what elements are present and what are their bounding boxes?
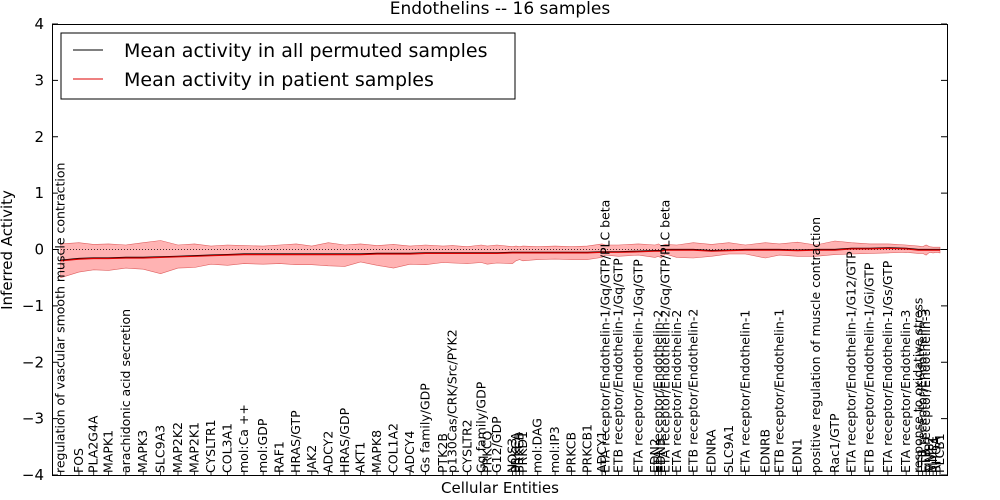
x-tick-label: PRKCB <box>564 432 579 473</box>
x-tick-label: MMP1 <box>925 436 940 473</box>
x-tick-label: ETA receptor/Endothelin-1/Gq/GTP <box>631 259 646 473</box>
x-tick-label: PRKCB1 <box>579 424 594 473</box>
x-tick-label: SLC9A1 <box>721 425 736 473</box>
series-line-patient <box>60 247 940 262</box>
x-tick-label: FOS <box>71 448 86 473</box>
x-tick-label: CYSLTR2 <box>459 419 474 473</box>
x-tick-label: arachidonic acid secretion <box>118 309 133 473</box>
x-tick-label: ETB receptor/Endothelin-3 <box>918 309 933 473</box>
x-tick-label: ETB receptor/Endothelin-2 <box>685 309 700 473</box>
x-tick-label: PRKD1 <box>515 431 530 473</box>
x-tick-label: RAF1 <box>272 441 287 473</box>
x-tick-label: response to oxidative stress <box>910 298 925 473</box>
x-axis-label: Cellular Entities <box>441 479 559 497</box>
x-tick-label: Gq family/GDP <box>473 381 488 473</box>
x-tick-label: MAPK8 <box>369 430 384 473</box>
x-tick-label: regulation of vascular smooth muscle con… <box>53 163 68 473</box>
y-tick-label: −1 <box>22 297 44 315</box>
x-tick-label: MAPK3 <box>135 430 150 473</box>
y-tick-label: 3 <box>34 71 44 89</box>
x-tick-label: ETA receptor/Endothelin-1/Gs/GTP <box>880 260 895 473</box>
x-tick-label: ETA receptor/Endothelin-1/Gq/GTP/PLC bet… <box>598 200 613 473</box>
x-tick-label: mol:IP3 <box>547 426 562 473</box>
x-tick-label: COL3A1 <box>220 423 235 473</box>
y-tick-label: 1 <box>34 184 44 202</box>
x-tick-label: PLA2G4A <box>86 415 101 473</box>
x-tick-label: ETB receptor/Endothelin-1 <box>771 309 786 473</box>
x-tick-label: MAPK1 <box>101 430 116 473</box>
y-tick-label: −4 <box>22 466 44 484</box>
y-tick-label: 0 <box>34 241 44 259</box>
x-tick-label: NOS3 <box>505 438 520 473</box>
x-tick-label: EDNRB <box>757 429 772 473</box>
x-tick-labels: regulation of vascular smooth muscle con… <box>53 163 947 475</box>
legend: Mean activity in all permuted samples Me… <box>60 32 516 100</box>
x-tick-label: PLCB1 <box>932 433 947 473</box>
x-tick-label: HRAS/GDP <box>337 407 352 473</box>
x-tick-label: Gs family/GDP <box>418 383 433 473</box>
x-tick-label: EDNRA <box>704 429 719 473</box>
x-tick-label: ADCY4 <box>402 431 417 473</box>
x-tick-label: MMP2 <box>922 436 937 473</box>
legend-label-patient: Mean activity in patient samples <box>124 69 434 91</box>
x-tick-label: COL1A2 <box>386 423 401 473</box>
y-tick-label: 2 <box>34 128 44 146</box>
x-tick-label: ETA receptor/Endothelin-1 <box>737 310 752 473</box>
x-tick-label: ETA receptor/Endothelin-2 <box>669 310 684 473</box>
x-tick-label: ADCY1 <box>594 431 609 473</box>
x-tick-label: Rac1/GTP <box>827 413 842 473</box>
x-tick-label: CYSLTR1 <box>203 419 218 473</box>
x-tick-label: ETA receptor/Endothelin-3 <box>898 310 913 473</box>
x-tick-label: PRKCB <box>512 432 527 473</box>
x-tick-label: positive regulation of muscle contractio… <box>808 217 823 473</box>
chart-title: Endothelins -- 16 samples <box>390 0 611 19</box>
x-tick-label: ETA receptor/Endothelin-1/G12/GTP <box>843 251 858 473</box>
x-tick-label: ETA receptor/Endothelin-2/Gq/GTP/PLC bet… <box>658 200 673 473</box>
legend-label-permuted: Mean activity in all permuted samples <box>124 40 487 62</box>
x-tick-label: PTK2B <box>435 433 450 473</box>
y-tick-label: −2 <box>22 353 44 371</box>
x-tick-label: PRKCA <box>508 432 523 473</box>
y-axis-label: Inferred Activity <box>0 190 16 310</box>
x-tick-label: mol:Ca ++ <box>236 404 251 473</box>
plot-area <box>52 240 947 279</box>
x-tick-label: mol:DAG <box>530 418 545 473</box>
x-tick-label: HRAS/GTP <box>288 410 303 473</box>
x-tick-label: EDN3 <box>653 438 668 473</box>
x-tick-label: G12/GDP <box>489 416 504 473</box>
x-tick-label: MAP2K2 <box>170 422 185 473</box>
x-tick-label: mol:GDP <box>255 418 270 473</box>
x-tick-label: ETB receptor/Endothelin-1/Gi/GTP <box>862 262 877 473</box>
y-axis: 4 3 2 1 0 −1 −2 −3 −4 <box>22 15 947 484</box>
x-tick-label: MAP2K1 <box>187 422 202 473</box>
x-tick-label: ETB receptor/Endothelin-1/Gq/GTP <box>611 258 626 473</box>
x-tick-label: JAK2 <box>304 445 319 474</box>
x-tick-label: p130Cas/CRK/Src/PYK2 <box>445 329 460 473</box>
x-tick-label: RHOA <box>929 436 944 473</box>
x-tick-label: AKT1 <box>353 442 368 473</box>
x-tick-label: ETA receptor/Endothelin-2 <box>651 310 666 473</box>
x-tick-label: SLC9A3 <box>153 425 168 473</box>
y-tick-label: 4 <box>34 15 44 33</box>
x-tick-label: EDN2 <box>647 438 662 473</box>
x-tick-label: ETB receptor/Endothelin-3 <box>915 309 930 473</box>
x-tick-label: ADCY2 <box>320 431 335 473</box>
y-tick-label: −3 <box>22 410 44 428</box>
x-tick-label: PRKCQ <box>479 431 494 473</box>
x-tick-label: EDN1 <box>790 438 805 473</box>
